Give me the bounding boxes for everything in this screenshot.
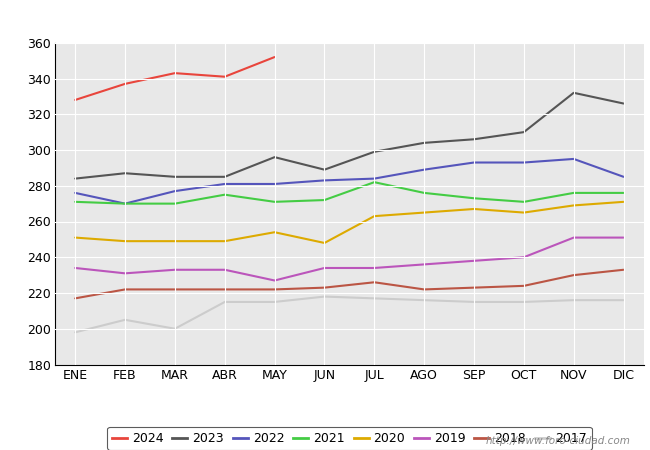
Legend: 2024, 2023, 2022, 2021, 2020, 2019, 2018, 2017: 2024, 2023, 2022, 2021, 2020, 2019, 2018…: [107, 427, 592, 450]
Text: http://www.foro-ciudad.com: http://www.foro-ciudad.com: [486, 436, 630, 446]
Text: Afiliados en Villarreal de Huerva a 31/5/2024: Afiliados en Villarreal de Huerva a 31/5…: [123, 11, 527, 29]
